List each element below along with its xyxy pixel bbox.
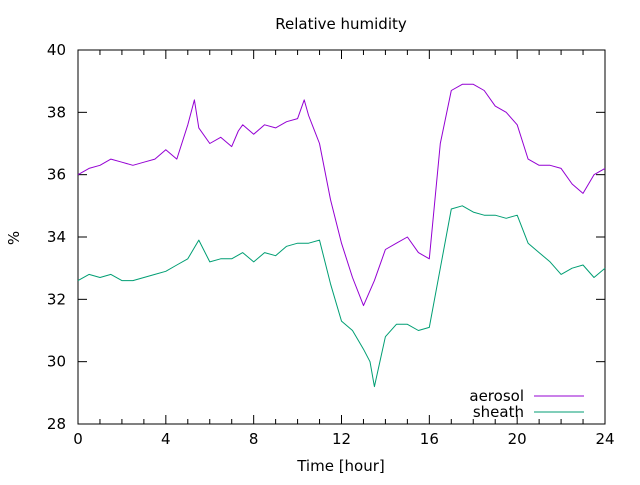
x-axis-title: Time [hour] xyxy=(296,457,385,475)
y-tick-label: 30 xyxy=(47,353,66,371)
legend-entry-aerosol: aerosol xyxy=(469,387,584,405)
legend: aerosol sheath xyxy=(469,387,584,421)
x-tick-label: 12 xyxy=(332,430,351,448)
legend-label-aerosol: aerosol xyxy=(469,387,524,405)
y-tick-label: 32 xyxy=(47,290,66,308)
x-tick-label: 0 xyxy=(73,430,83,448)
legend-label-sheath: sheath xyxy=(473,403,524,421)
x-tick-label: 20 xyxy=(508,430,527,448)
y-tick-label: 28 xyxy=(47,415,66,433)
y-tick-label: 40 xyxy=(47,41,66,59)
chart-title: Relative humidity xyxy=(275,15,407,33)
x-tick-label: 16 xyxy=(420,430,439,448)
series-group xyxy=(77,83,606,388)
series-line-aerosol xyxy=(77,83,606,307)
legend-entry-sheath: sheath xyxy=(473,403,584,421)
x-tick-label: 4 xyxy=(161,430,171,448)
y-axis-title: % xyxy=(5,231,23,245)
x-tick-label: 24 xyxy=(595,430,614,448)
x-axis-ticks: 0 4 8 12 16 20 24 xyxy=(73,50,615,448)
y-tick-label: 36 xyxy=(47,166,66,184)
y-tick-label: 34 xyxy=(47,228,66,246)
series-line-sheath xyxy=(77,205,606,388)
y-axis-ticks: 28 30 32 34 36 38 40 xyxy=(47,41,605,433)
x-tick-label: 8 xyxy=(249,430,259,448)
y-tick-label: 38 xyxy=(47,103,66,121)
